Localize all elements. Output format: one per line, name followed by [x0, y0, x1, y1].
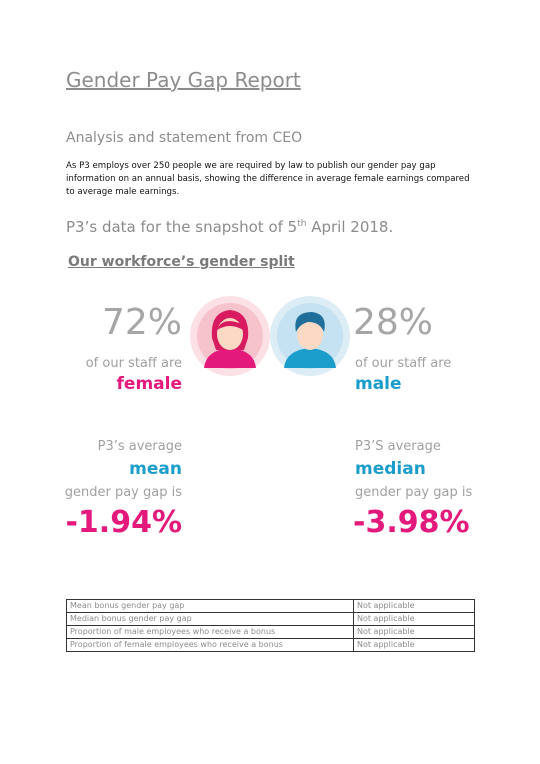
- table-cell: Proportion of female employees who recei…: [66, 638, 354, 652]
- table-cell: Median bonus gender pay gap: [66, 612, 354, 626]
- mean-label: mean: [129, 459, 182, 479]
- median-value: -3.98%: [353, 505, 470, 540]
- subtitle: Analysis and statement from CEO: [66, 130, 303, 146]
- female-line: of our staff are: [85, 356, 182, 371]
- table-cell: Not applicable: [353, 612, 475, 626]
- mean-value: -1.94%: [65, 505, 182, 540]
- male-label: male: [355, 374, 402, 394]
- table-cell: Not applicable: [353, 638, 475, 652]
- median-line2: gender pay gap is: [355, 485, 473, 500]
- mean-line2: gender pay gap is: [64, 485, 182, 500]
- bonus-table: Mean bonus gender pay gap Not applicable M…: [66, 599, 475, 652]
- male-body: [284, 348, 336, 368]
- snapshot: P3’s data for the snapshot of 5th April …: [66, 218, 393, 236]
- mean-line1: P3’s average: [97, 439, 182, 454]
- female-label: female: [116, 374, 182, 394]
- female-percent: 72%: [101, 302, 182, 343]
- section-title: Our workforce’s gender split: [68, 254, 295, 270]
- snapshot-text: April 2018.: [306, 218, 394, 236]
- snapshot-text: P3’s data for the snapshot of 5: [66, 218, 298, 236]
- snapshot-sup: th: [297, 219, 307, 229]
- table-row: Median bonus gender pay gap Not applicabl…: [66, 612, 475, 626]
- median-label: median: [355, 459, 426, 479]
- title: Gender Pay Gap Report: [66, 68, 301, 92]
- female-body: [204, 348, 256, 368]
- table-cell: Proportion of male employees who receive…: [66, 625, 354, 639]
- table-row: Proportion of male employees who receive…: [66, 625, 475, 639]
- male-face: [297, 318, 323, 350]
- female-fringe: [217, 321, 243, 330]
- male-line: of our staff are: [355, 356, 452, 371]
- male-hair: [295, 312, 325, 332]
- table-cell: Not applicable: [353, 625, 475, 639]
- median-line1: P3’S average: [355, 439, 441, 454]
- avatars: [190, 296, 350, 376]
- male-percent: 28%: [353, 302, 434, 343]
- table-row: Mean bonus gender pay gap Not applicable: [66, 599, 475, 613]
- table-cell: Not applicable: [353, 599, 475, 613]
- table-row: Proportion of female employees who recei…: [66, 638, 475, 652]
- intro: As P3 employs over 250 people we are req…: [66, 161, 470, 197]
- table-cell: Mean bonus gender pay gap: [66, 599, 354, 613]
